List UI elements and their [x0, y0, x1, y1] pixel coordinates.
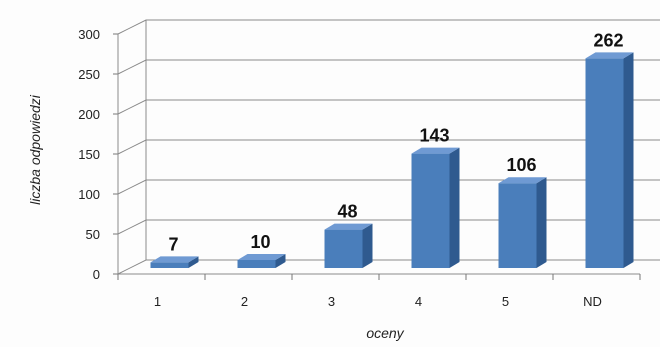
y-tick-labels: 0 50 100 150 200 250 300 — [78, 27, 100, 282]
y-axis-title: liczba odpowiedzi — [27, 94, 43, 205]
gridline — [117, 179, 660, 195]
bar-top — [411, 147, 460, 154]
bar — [585, 52, 634, 269]
x-tick-label: 4 — [415, 294, 422, 309]
bar — [411, 147, 460, 268]
bar — [324, 223, 373, 268]
bar-top — [237, 254, 286, 260]
y-tick-label: 300 — [78, 27, 100, 42]
data-labels: 7 10 48 143 106 262 — [168, 30, 623, 254]
bar — [498, 177, 547, 268]
axes — [113, 20, 641, 280]
bar-side — [449, 147, 460, 268]
data-label: 7 — [168, 234, 178, 254]
y-tick-label: 100 — [78, 187, 100, 202]
bar-top — [498, 177, 547, 184]
bar-front — [498, 183, 537, 268]
bar-front — [324, 229, 363, 268]
bar-top — [324, 223, 373, 230]
data-label: 48 — [337, 202, 357, 222]
bars — [150, 52, 634, 269]
x-tick-label: ND — [583, 294, 602, 309]
gridline — [117, 139, 660, 155]
data-label: 143 — [419, 126, 449, 146]
gridline — [117, 259, 660, 275]
x-tick-label: 2 — [241, 294, 248, 309]
bar-top — [150, 256, 199, 263]
bar-top — [585, 52, 634, 59]
bar — [150, 256, 199, 268]
data-label: 106 — [506, 155, 536, 175]
grid-lines — [117, 19, 660, 275]
gridline — [117, 219, 660, 235]
y-tick-label: 150 — [78, 147, 100, 162]
bar-front — [585, 58, 624, 269]
bar-side — [275, 254, 286, 268]
x-axis-title: oceny — [366, 325, 404, 341]
gridline — [117, 99, 660, 115]
bar-front — [237, 260, 276, 268]
bar-front — [411, 153, 450, 268]
gridline — [117, 59, 660, 75]
bar-front — [150, 262, 189, 268]
y-tick-label: 250 — [78, 67, 100, 82]
x-tick-label: 1 — [154, 294, 161, 309]
gridline — [117, 19, 660, 35]
x-tick-label: 5 — [502, 294, 509, 309]
bar — [237, 254, 286, 268]
data-label: 10 — [250, 232, 270, 252]
y-tick-label: 50 — [86, 227, 100, 242]
data-label: 262 — [593, 30, 623, 50]
x-tick-labels: 1 2 3 4 5 ND — [154, 294, 602, 309]
bar-side — [362, 223, 373, 268]
bar-side — [536, 177, 547, 268]
y-tick-label: 0 — [93, 267, 100, 282]
y-tick-label: 200 — [78, 107, 100, 122]
bar-side — [623, 52, 634, 269]
bar-side — [188, 256, 199, 268]
x-tick-label: 3 — [328, 294, 335, 309]
